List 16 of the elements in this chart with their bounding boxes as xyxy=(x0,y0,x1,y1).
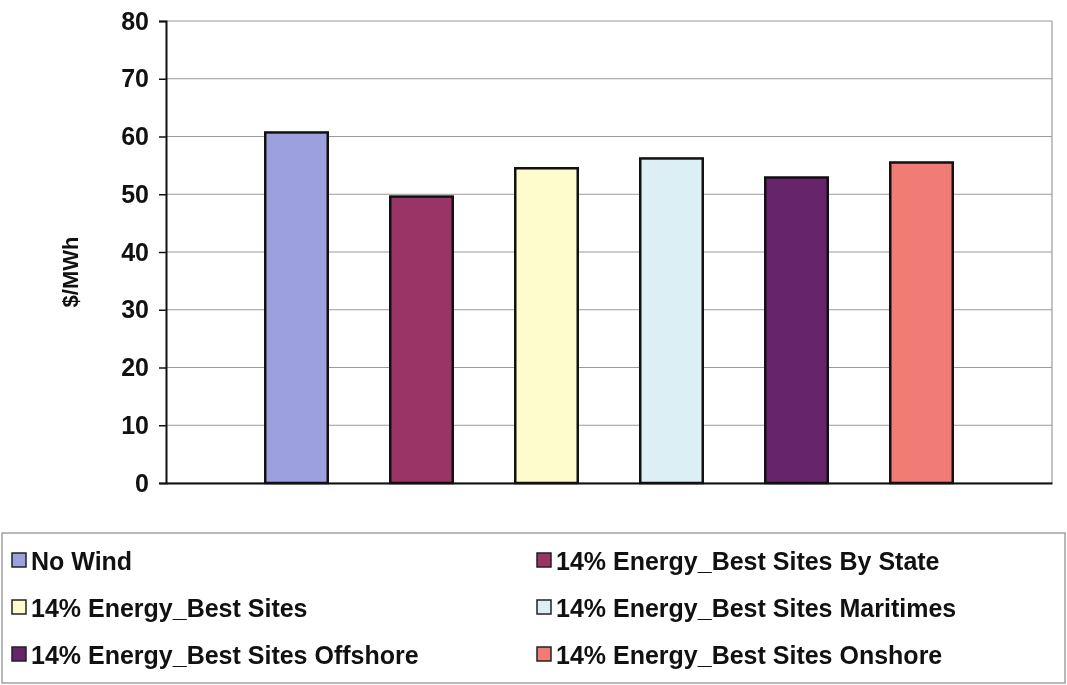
legend-label: 14% Energy_Best Sites Onshore xyxy=(556,640,943,669)
y-tick-label: 20 xyxy=(121,353,149,381)
y-tick-label: 70 xyxy=(121,64,149,93)
y-axis-title: $/MWh xyxy=(58,236,83,308)
y-tick-label: 30 xyxy=(121,295,149,324)
legend-label: 14% Energy_Best Sites Offshore xyxy=(31,640,419,669)
y-tick-label: 50 xyxy=(121,179,149,208)
legend-label: No Wind xyxy=(31,546,133,575)
legend-label: 14% Energy_Best Sites xyxy=(31,593,308,622)
y-tick-label: 10 xyxy=(121,410,149,439)
legend-label: 14% Energy_Best Sites Maritimes xyxy=(556,593,957,622)
y-tick-label: 60 xyxy=(121,122,149,150)
legend-label: 14% Energy_Best Sites By State xyxy=(556,546,940,575)
y-tick-label: 0 xyxy=(135,468,149,497)
y-tick-label: 80 xyxy=(121,6,149,35)
y-tick-label: 40 xyxy=(121,237,149,266)
